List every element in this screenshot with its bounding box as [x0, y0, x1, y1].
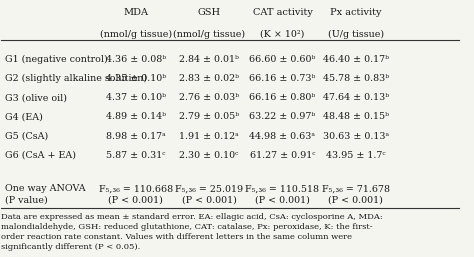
- Text: (U/g tissue): (U/g tissue): [328, 30, 384, 39]
- Text: (nmol/g tissue): (nmol/g tissue): [100, 30, 172, 39]
- Text: 66.16 ± 0.80ᵇ: 66.16 ± 0.80ᵇ: [249, 93, 316, 102]
- Text: 30.63 ± 0.13ᵃ: 30.63 ± 0.13ᵃ: [323, 132, 389, 141]
- Text: (nmol/g tissue): (nmol/g tissue): [173, 30, 245, 39]
- Text: G5 (CsA): G5 (CsA): [5, 132, 48, 141]
- Text: Data are expressed as mean ± standard error. EA: ellagic acid, CsA: cyclosporine: Data are expressed as mean ± standard er…: [0, 213, 383, 251]
- Text: CAT activity: CAT activity: [253, 8, 312, 17]
- Text: (K × 10²): (K × 10²): [260, 30, 305, 39]
- Text: 2.84 ± 0.01ᵇ: 2.84 ± 0.01ᵇ: [179, 55, 239, 64]
- Text: One way ANOVA
(P value): One way ANOVA (P value): [5, 184, 86, 205]
- Text: 43.95 ± 1.7ᶜ: 43.95 ± 1.7ᶜ: [326, 151, 386, 160]
- Text: F₅,₃₆ = 25.019
(P < 0.001): F₅,₃₆ = 25.019 (P < 0.001): [175, 184, 243, 205]
- Text: G2 (slightly alkaline solution): G2 (slightly alkaline solution): [5, 74, 147, 83]
- Text: 1.91 ± 0.12ᵃ: 1.91 ± 0.12ᵃ: [179, 132, 239, 141]
- Text: 66.60 ± 0.60ᵇ: 66.60 ± 0.60ᵇ: [249, 55, 316, 64]
- Text: Px activity: Px activity: [330, 8, 382, 17]
- Text: 2.30 ± 0.10ᶜ: 2.30 ± 0.10ᶜ: [180, 151, 239, 160]
- Text: 2.79 ± 0.05ᵇ: 2.79 ± 0.05ᵇ: [179, 112, 239, 121]
- Text: 63.22 ± 0.97ᵇ: 63.22 ± 0.97ᵇ: [249, 112, 316, 121]
- Text: F₅,₃₆ = 71.678
(P < 0.001): F₅,₃₆ = 71.678 (P < 0.001): [322, 184, 390, 205]
- Text: F₅,₃₆ = 110.668
(P < 0.001): F₅,₃₆ = 110.668 (P < 0.001): [99, 184, 173, 205]
- Text: 4.36 ± 0.08ᵇ: 4.36 ± 0.08ᵇ: [106, 55, 166, 64]
- Text: 4.89 ± 0.14ᵇ: 4.89 ± 0.14ᵇ: [106, 112, 166, 121]
- Text: 4.35 ± 0.10ᵇ: 4.35 ± 0.10ᵇ: [106, 74, 166, 83]
- Text: 44.98 ± 0.63ᵃ: 44.98 ± 0.63ᵃ: [249, 132, 316, 141]
- Text: G1 (negative control): G1 (negative control): [5, 55, 108, 64]
- Text: 2.76 ± 0.03ᵇ: 2.76 ± 0.03ᵇ: [179, 93, 239, 102]
- Text: 48.48 ± 0.15ᵇ: 48.48 ± 0.15ᵇ: [323, 112, 389, 121]
- Text: 47.64 ± 0.13ᵇ: 47.64 ± 0.13ᵇ: [323, 93, 389, 102]
- Text: G4 (EA): G4 (EA): [5, 112, 43, 121]
- Text: 46.40 ± 0.17ᵇ: 46.40 ± 0.17ᵇ: [323, 55, 389, 64]
- Text: MDA: MDA: [123, 8, 148, 17]
- Text: 2.83 ± 0.02ᵇ: 2.83 ± 0.02ᵇ: [179, 74, 239, 83]
- Text: G6 (CsA + EA): G6 (CsA + EA): [5, 151, 76, 160]
- Text: GSH: GSH: [198, 8, 221, 17]
- Text: 66.16 ± 0.73ᵇ: 66.16 ± 0.73ᵇ: [249, 74, 316, 83]
- Text: 4.37 ± 0.10ᵇ: 4.37 ± 0.10ᵇ: [106, 93, 166, 102]
- Text: F₅,₃₆ = 110.518
(P < 0.001): F₅,₃₆ = 110.518 (P < 0.001): [246, 184, 319, 205]
- Text: 45.78 ± 0.83ᵇ: 45.78 ± 0.83ᵇ: [323, 74, 389, 83]
- Text: 5.87 ± 0.31ᶜ: 5.87 ± 0.31ᶜ: [106, 151, 165, 160]
- Text: 8.98 ± 0.17ᵃ: 8.98 ± 0.17ᵃ: [106, 132, 166, 141]
- Text: G3 (olive oil): G3 (olive oil): [5, 93, 67, 102]
- Text: 61.27 ± 0.91ᶜ: 61.27 ± 0.91ᶜ: [250, 151, 315, 160]
